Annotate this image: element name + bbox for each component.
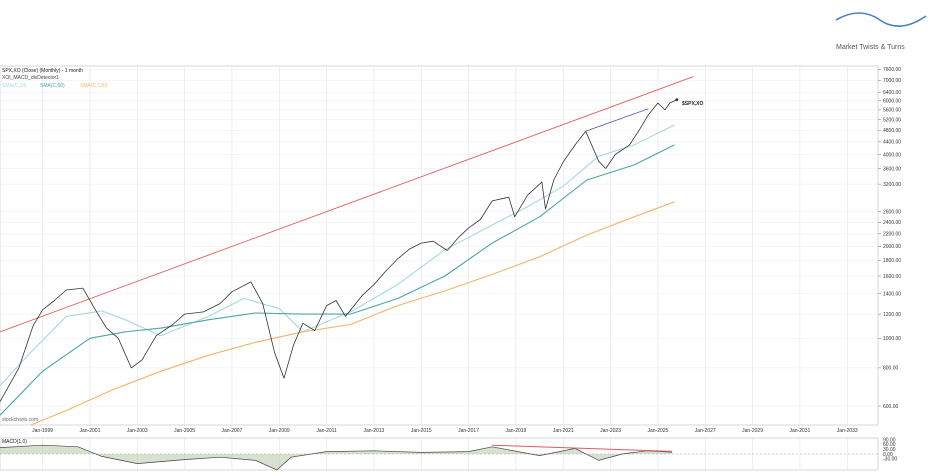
series-line-sma-c-60- <box>0 144 675 416</box>
macd-y-tick-label: 90.00 <box>883 437 896 443</box>
price-series-label: $SPX,XO <box>682 101 704 107</box>
x-tick-label: Jan-2033 <box>837 428 858 434</box>
y-tick-label: 4800.00 <box>883 128 901 134</box>
y-tick-label: 1200.00 <box>883 312 901 318</box>
y-tick-label: 1400.00 <box>883 292 901 298</box>
y-tick-label: 7600.00 <box>883 67 901 73</box>
macd-divergence-line <box>492 444 673 452</box>
y-tick-label: 2200.00 <box>883 232 901 238</box>
y-tick-label: 4400.00 <box>883 140 901 146</box>
x-tick-label: Jan-2017 <box>458 428 479 434</box>
macd-y-tick-label: -30.00 <box>883 457 897 463</box>
chart-subtitle: XOI_MACD_divDetector1 <box>2 75 59 81</box>
macd-y-tick-label: 60.00 <box>883 442 896 448</box>
y-tick-label: 7000.00 <box>883 78 901 84</box>
legend-sma120: SMA(C,120) <box>80 83 108 89</box>
x-tick-label: Jan-2009 <box>269 428 290 434</box>
legend-sma60: SMA(C,60) <box>40 83 65 89</box>
macd-area <box>0 445 673 470</box>
y-tick-label: 3200.00 <box>883 182 901 188</box>
x-axis-labels: Jan-1999 Jan-2001 Jan-2003 Jan-2005 Jan-2007… <box>32 428 858 434</box>
series-line-divergence-line <box>585 108 649 132</box>
x-tick-label: Jan-2005 <box>174 428 195 434</box>
chart-title: SPX,XO (Close) (Monthly) - 1 month <box>2 68 83 74</box>
series-line-spx-xo <box>0 99 677 402</box>
x-tick-label: Jan-2019 <box>505 428 526 434</box>
y-tick-label: 2600.00 <box>883 209 901 215</box>
y-tick-label: 5200.00 <box>883 118 901 124</box>
x-tick-label: Jan-2013 <box>363 428 384 434</box>
last-price-point <box>675 98 679 102</box>
x-tick-label: Jan-2003 <box>127 428 148 434</box>
y-tick-label: 1800.00 <box>883 258 901 264</box>
y-tick-label: 1000.00 <box>883 336 901 342</box>
x-tick-label: Jan-1999 <box>32 428 53 434</box>
x-tick-label: Jan-2007 <box>221 428 242 434</box>
y-tick-label: 6000.00 <box>883 99 901 105</box>
x-tick-label: Jan-2029 <box>742 428 763 434</box>
y-tick-label: 800.00 <box>883 366 899 372</box>
x-tick-label: Jan-2001 <box>80 428 101 434</box>
y-tick-label: 2400.00 <box>883 220 901 226</box>
y-tick-label: 6400.00 <box>883 90 901 96</box>
y-tick-label: 1600.00 <box>883 274 901 280</box>
chart-grid <box>0 65 879 471</box>
x-tick-label: Jan-2023 <box>600 428 621 434</box>
macd-y-tick-label: 30.00 <box>883 447 896 453</box>
x-tick-label: Jan-2027 <box>695 428 716 434</box>
macd-label: MACD(1,0) <box>2 439 27 445</box>
x-tick-label: Jan-2015 <box>411 428 432 434</box>
y-tick-label: 5600.00 <box>883 108 901 114</box>
price-lines <box>0 76 694 426</box>
price-panel-frame <box>0 65 879 426</box>
y-axis-labels: 600.00 800.00 1000.00 1200.00 1400.00 1600.00… <box>878 67 901 410</box>
x-tick-label: Jan-2025 <box>647 428 668 434</box>
y-tick-label: 600.00 <box>883 404 899 410</box>
series-line-trendline <box>0 76 694 333</box>
macd-y-tick-label: 0.00 <box>883 452 893 458</box>
legend-sma24: SMA(C,24) <box>2 83 27 89</box>
y-tick-label: 3600.00 <box>883 166 901 172</box>
x-tick-label: Jan-2011 <box>316 428 337 434</box>
market-twists-logo-icon <box>835 12 927 27</box>
x-tick-label: Jan-2021 <box>553 428 574 434</box>
y-tick-label: 2000.00 <box>883 244 901 250</box>
y-tick-label: 4000.00 <box>883 152 901 158</box>
watermark: stockcharts.com <box>2 417 38 423</box>
macd-line <box>0 444 673 471</box>
x-tick-label: Jan-2031 <box>789 428 810 434</box>
series-line-sma-c-120- <box>30 201 675 426</box>
brand-name: Market Twists & Turns <box>836 44 905 51</box>
